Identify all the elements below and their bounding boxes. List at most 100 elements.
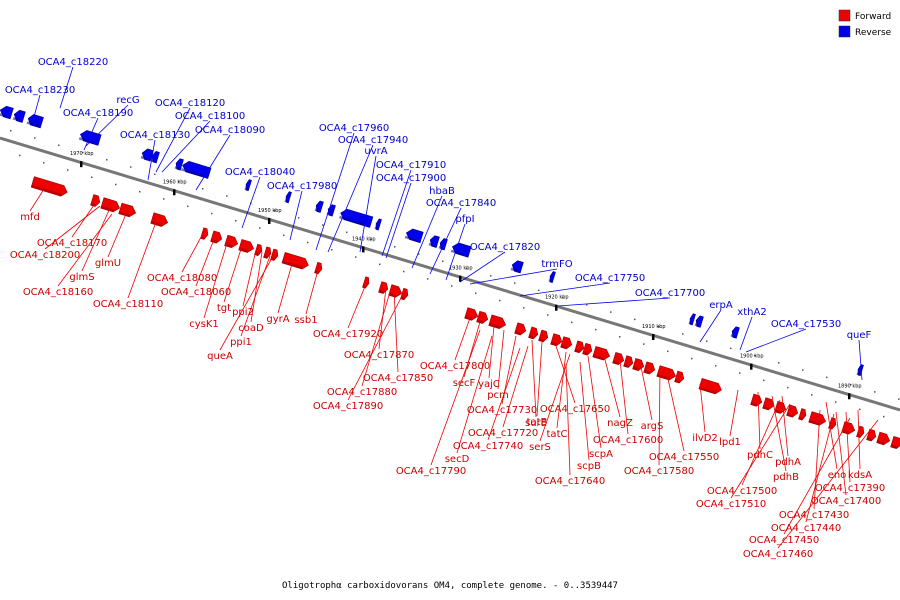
reverse-gene-arrow[interactable] <box>79 129 102 146</box>
gene-label-text: OCA4_c18170 <box>37 238 107 249</box>
gene-label-text: scpA <box>589 449 613 460</box>
forward-gene[interactable] <box>528 326 540 340</box>
forward-gene[interactable] <box>612 351 626 365</box>
forward-gene[interactable] <box>464 307 480 322</box>
leader-line <box>813 409 821 510</box>
reverse-gene[interactable] <box>730 326 740 339</box>
forward-gene[interactable] <box>550 333 564 347</box>
forward-gene-arrow[interactable] <box>643 361 657 375</box>
forward-gene-arrow[interactable] <box>560 336 574 350</box>
forward-gene[interactable] <box>378 281 390 295</box>
leader-line <box>781 395 789 457</box>
axis-minor-dot <box>706 340 708 342</box>
forward-gene-arrow[interactable] <box>30 176 69 198</box>
gene-label-text: lpd1 <box>719 437 741 448</box>
reverse-gene-label: OCA4_c17820 <box>459 242 540 283</box>
gene-shadow <box>34 123 39 128</box>
forward-gene[interactable] <box>582 342 594 356</box>
forward-gene[interactable] <box>876 431 892 446</box>
forward-gene-arrow[interactable] <box>750 393 764 407</box>
forward-gene[interactable] <box>762 397 776 411</box>
gene-shadow <box>26 121 34 126</box>
reverse-gene-arrow[interactable] <box>511 260 524 274</box>
reverse-gene-arrow[interactable] <box>181 160 212 179</box>
forward-gene[interactable] <box>200 227 210 240</box>
axis-tick-label: 1890 kbp <box>838 383 862 389</box>
reverse-gene[interactable] <box>0 105 14 120</box>
forward-gene[interactable] <box>574 340 586 354</box>
reverse-gene[interactable] <box>688 313 696 326</box>
forward-gene[interactable] <box>314 261 324 275</box>
reverse-gene[interactable] <box>856 364 864 377</box>
forward-gene[interactable] <box>538 329 550 343</box>
forward-gene[interactable] <box>798 408 808 421</box>
forward-gene[interactable] <box>238 238 256 254</box>
forward-gene[interactable] <box>488 314 507 330</box>
forward-gene[interactable] <box>856 425 866 438</box>
reverse-gene[interactable] <box>339 208 374 228</box>
reverse-gene[interactable] <box>140 148 154 162</box>
forward-gene[interactable] <box>476 310 490 324</box>
gene-shadow <box>90 202 96 207</box>
forward-gene[interactable] <box>656 365 677 382</box>
reverse-gene[interactable] <box>510 260 524 274</box>
forward-gene[interactable] <box>270 248 280 261</box>
forward-gene-arrow[interactable] <box>612 351 626 365</box>
forward-gene[interactable] <box>118 202 137 218</box>
leader-line <box>556 351 567 429</box>
reverse-gene[interactable] <box>284 191 292 204</box>
reverse-gene-arrow[interactable] <box>0 105 14 120</box>
reverse-gene[interactable] <box>181 160 212 179</box>
forward-gene[interactable] <box>786 404 800 418</box>
gene-shadow <box>374 226 378 230</box>
forward-gene-arrow[interactable] <box>632 358 646 372</box>
reverse-gene[interactable] <box>174 158 184 171</box>
forward-gene[interactable] <box>750 393 764 407</box>
reverse-gene-arrow[interactable] <box>13 109 26 123</box>
forward-gene[interactable] <box>281 252 310 270</box>
forward-gene-arrow[interactable] <box>224 234 240 249</box>
forward-gene[interactable] <box>623 355 635 369</box>
reverse-gene[interactable] <box>450 241 472 258</box>
gene-shadow <box>378 289 384 294</box>
forward-gene[interactable] <box>808 411 827 427</box>
forward-gene-arrow[interactable] <box>876 431 892 446</box>
reverse-gene[interactable] <box>34 116 44 129</box>
forward-gene[interactable] <box>514 322 528 336</box>
reverse-gene[interactable] <box>12 109 26 123</box>
gene-shadow <box>464 315 473 321</box>
forward-gene[interactable] <box>263 246 273 259</box>
leader-line <box>857 409 861 470</box>
forward-gene[interactable] <box>698 378 723 395</box>
forward-gene[interactable] <box>674 370 686 384</box>
forward-gene[interactable] <box>90 194 102 208</box>
forward-gene[interactable] <box>362 276 371 289</box>
reverse-gene[interactable] <box>244 179 252 192</box>
forward-gene[interactable] <box>592 345 611 361</box>
forward-gene[interactable] <box>866 428 878 442</box>
reverse-gene[interactable] <box>548 271 556 284</box>
gene-label-text: pdhA <box>775 457 801 468</box>
forward-gene[interactable] <box>30 176 69 198</box>
gene-label-text: glmU <box>95 258 121 269</box>
forward-gene[interactable] <box>643 361 657 375</box>
forward-gene-arrow[interactable] <box>281 252 310 270</box>
gene-label-text: OCA4_c17980 <box>267 181 337 192</box>
forward-gene[interactable] <box>560 336 574 350</box>
reverse-gene[interactable] <box>428 235 440 248</box>
reverse-gene[interactable] <box>374 218 382 231</box>
forward-gene[interactable] <box>632 358 646 372</box>
forward-gene[interactable] <box>890 436 900 449</box>
forward-gene-label: OCA4_c18160 <box>23 213 113 298</box>
reverse-gene-label: OCA4_c17530 <box>745 319 841 353</box>
forward-gene[interactable] <box>150 212 169 228</box>
reverse-gene[interactable] <box>314 200 324 213</box>
reverse-gene[interactable] <box>694 315 704 328</box>
forward-gene-arrow[interactable] <box>476 310 490 324</box>
forward-gene-arrow[interactable] <box>514 322 528 336</box>
forward-gene[interactable] <box>100 197 121 214</box>
reverse-gene[interactable] <box>404 228 424 244</box>
forward-gene[interactable] <box>400 287 410 301</box>
forward-gene[interactable] <box>224 234 240 249</box>
forward-gene-arrow[interactable] <box>698 378 723 395</box>
